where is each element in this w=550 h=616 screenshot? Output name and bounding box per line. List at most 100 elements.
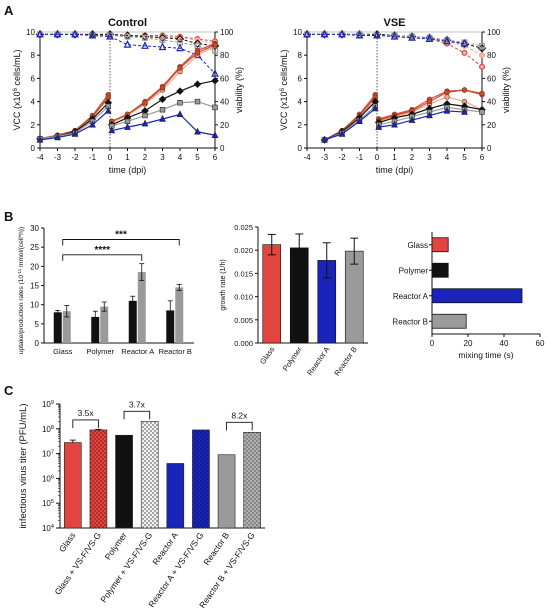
x-tick-label: -2: [338, 153, 346, 162]
y-tick-label: 8: [31, 51, 36, 60]
viability-point: [408, 33, 416, 41]
viability-point: [106, 31, 114, 40]
vcc-point: [444, 94, 450, 100]
panel-label-b: B: [4, 209, 13, 224]
vcc-point: [194, 50, 201, 56]
x-tick-label: 0: [430, 339, 435, 348]
viability-point: [320, 29, 329, 38]
viability-point: [461, 49, 468, 56]
viability-point: [71, 29, 79, 38]
y-axis-label: infectious virus titer (PFU/mL): [18, 403, 29, 528]
vcc-point: [194, 127, 201, 135]
bar: [217, 454, 236, 529]
x-tick-label: -4: [303, 153, 311, 162]
vcc-point: [371, 104, 379, 112]
chart-vse: VSE-4 -3 -2 -1 0 1 2 3 4 5 60246810020406080100tim…: [279, 17, 512, 175]
category-label: Polymer: [281, 345, 304, 373]
x-tick-label: -3: [54, 153, 62, 162]
y-tick-label: 109: [42, 400, 54, 409]
bar: [100, 306, 109, 343]
vcc-point: [408, 116, 416, 123]
vcc-point: [443, 106, 451, 114]
vcc-point: [375, 123, 383, 130]
vcc-point: [124, 123, 131, 130]
chart-uptake-rates: 0 5 10 15 20 25 30 uptake/production rates (10-…: [17, 224, 194, 356]
viability-point: [390, 31, 399, 40]
y-axis-label: uptake/production rates (10-11 mmol/(cel…: [17, 227, 26, 354]
chart-title: Control: [108, 17, 147, 29]
viability-line: [40, 33, 216, 47]
y-tick-label: 105: [42, 499, 54, 508]
x-tick-label: 20: [464, 339, 473, 348]
vcc-point: [461, 87, 468, 93]
vcc-point: [141, 119, 149, 127]
x-axis-label: mixing time (s): [458, 350, 513, 360]
vcc-point: [426, 111, 433, 119]
viability-point: [176, 43, 184, 52]
viability-point: [142, 34, 149, 41]
y-tick-label: 0: [298, 144, 303, 153]
vcc-point: [159, 114, 166, 122]
y-tick-label: 10: [293, 28, 302, 37]
bar: [431, 262, 449, 278]
category-label: Reactor B + VS-F/VS-G: [197, 530, 257, 609]
y-tick-label: 0.020: [234, 246, 253, 255]
x-tick-label: -3: [321, 153, 329, 162]
y-tick-label: 2: [298, 121, 303, 130]
y-tick-label: 25: [30, 243, 39, 252]
x-tick-label: 1: [125, 153, 130, 162]
vcc-point: [158, 95, 167, 104]
viability-point: [158, 33, 167, 43]
vcc-point: [356, 117, 363, 125]
vcc-point: [479, 109, 485, 115]
y2-tick-label: 20: [487, 121, 496, 130]
vcc-point: [321, 135, 328, 143]
vcc-point: [479, 90, 485, 97]
fold-change-label: 8.2x: [231, 410, 248, 420]
y2-tick-label: 40: [220, 98, 229, 107]
y2-tick-label: 60: [487, 74, 496, 83]
significance-bracket: [62, 239, 180, 246]
bar: [243, 432, 261, 529]
y-tick-label: 6: [31, 74, 36, 83]
y2-tick-label: 80: [487, 51, 496, 60]
category-label: Polymer: [86, 347, 114, 356]
fold-change-bracket: [226, 421, 253, 431]
y2-tick-label: 0: [220, 144, 225, 153]
vcc-point: [176, 87, 184, 95]
x-tick-label: 40: [500, 339, 509, 348]
viability-point: [355, 30, 364, 39]
viability-point: [193, 39, 202, 48]
category-label: Polymer: [103, 530, 129, 561]
vcc-point: [177, 100, 183, 106]
panel-label-c: C: [4, 383, 14, 398]
x-tick-label: 4: [445, 153, 450, 162]
x-tick-label: 3: [160, 153, 165, 162]
category-label: Reactor B: [392, 317, 428, 326]
category-label: Polymer + VS-F/VS-G: [98, 530, 154, 604]
y-tick-label: 6: [298, 74, 303, 83]
x-tick-label: 5: [195, 153, 200, 162]
x-tick-label: -2: [71, 153, 79, 162]
viability-point: [460, 38, 469, 47]
x-tick-label: 5: [462, 153, 467, 162]
y-tick-label: 2: [31, 121, 36, 130]
category-label: Reactor A: [305, 345, 331, 377]
vcc-point: [108, 126, 116, 134]
viability-point: [158, 42, 167, 51]
panel-label-a: A: [4, 3, 14, 18]
fold-change-label: 3.5x: [78, 408, 95, 418]
vcc-point: [193, 80, 202, 89]
y-tick-label: 10: [26, 28, 35, 37]
y-tick-label: 0: [35, 339, 40, 348]
x-tick-label: -1: [356, 153, 364, 162]
vcc-point: [54, 133, 61, 141]
x-tick-label: 0: [108, 153, 113, 162]
category-label: Glass: [258, 345, 277, 366]
viability-point: [443, 36, 451, 45]
x-axis-label: time (dpi): [109, 165, 147, 175]
fold-change-bracket: [123, 410, 151, 420]
fold-change-bracket: [72, 419, 99, 428]
viability-point: [124, 33, 131, 40]
